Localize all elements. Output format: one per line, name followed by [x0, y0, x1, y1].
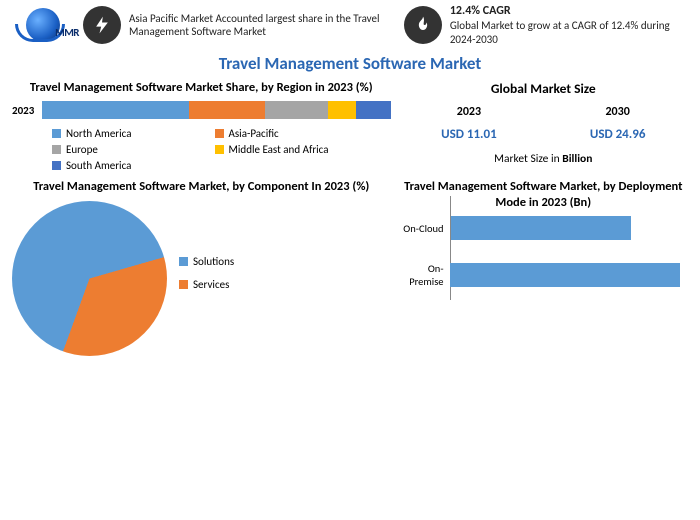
region-seg-europe	[265, 101, 328, 119]
flame-icon	[404, 6, 442, 44]
region-seg-middle-east-and-africa	[328, 101, 356, 119]
legend-item: North America	[52, 127, 215, 140]
hbar-area: On-Cloud On-Premise	[395, 216, 692, 288]
mmr-logo: MMR	[10, 5, 75, 45]
pie-legend-item: Services	[179, 278, 234, 291]
hbar-label: On-Premise	[395, 262, 450, 288]
gms-year-1: 2023	[457, 105, 481, 119]
bolt-icon	[83, 6, 121, 44]
gms-year-2: 2030	[605, 105, 629, 119]
pie-title: Travel Management Software Market, by Co…	[12, 179, 391, 195]
region-seg-asia-pacific	[189, 101, 266, 119]
header-fact-1: Asia Pacific Market Accounted largest sh…	[129, 12, 396, 40]
cagr-text: Global Market to grow at a CAGR of 12.4%…	[450, 19, 690, 47]
region-legend: North AmericaAsia-PacificEuropeMiddle Ea…	[12, 127, 391, 175]
region-stacked-bar	[42, 101, 390, 119]
hbar-bar	[450, 263, 680, 287]
cagr-value: 12.4% CAGR	[450, 4, 690, 19]
main-title: Travel Management Software Market	[0, 53, 700, 74]
hbar-label: On-Cloud	[395, 222, 450, 235]
region-chart-title: Travel Management Software Market Share,…	[12, 80, 391, 96]
gms-title: Global Market Size	[395, 80, 692, 97]
region-year: 2023	[12, 104, 34, 117]
deployment-bar-chart: Travel Management Software Market, by De…	[395, 179, 692, 356]
header: MMR Asia Pacific Market Accounted larges…	[0, 0, 700, 51]
gms-units: Market Size in Billion	[395, 152, 692, 166]
region-seg-south-america	[356, 101, 391, 119]
region-chart: Travel Management Software Market Share,…	[12, 80, 391, 176]
pie-graphic	[12, 201, 167, 356]
pie-legend-item: Solutions	[179, 255, 234, 268]
logo-text: MMR	[55, 26, 79, 39]
legend-item: Middle East and Africa	[215, 143, 378, 156]
hbar-row: On-Premise	[395, 262, 692, 288]
legend-item: South America	[52, 159, 215, 172]
global-market-size: Global Market Size 2023 2030 USD 11.01 U…	[395, 80, 692, 176]
header-fact-2: 12.4% CAGR Global Market to grow at a CA…	[450, 4, 690, 47]
component-pie-chart: Travel Management Software Market, by Co…	[12, 179, 391, 356]
hbar-title: Travel Management Software Market, by De…	[395, 179, 692, 210]
legend-item: Asia-Pacific	[215, 127, 378, 140]
hbar-bar	[450, 216, 632, 240]
pie-legend: Solutions Services	[179, 255, 234, 301]
legend-item: Europe	[52, 143, 215, 156]
gms-val-1: USD 11.01	[441, 127, 497, 142]
hbar-row: On-Cloud	[395, 216, 692, 240]
gms-val-2: USD 24.96	[590, 127, 646, 142]
region-seg-north-america	[42, 101, 188, 119]
